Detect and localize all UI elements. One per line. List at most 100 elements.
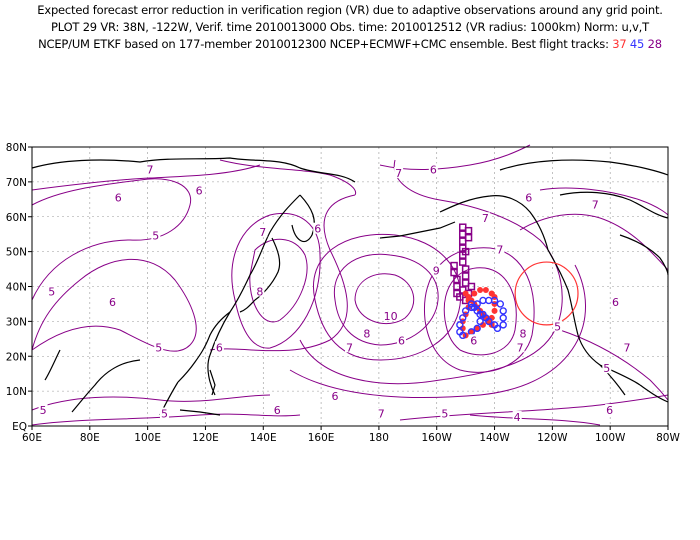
contour-label-bg <box>214 341 224 353</box>
x-tick-label: 80W <box>656 432 680 444</box>
x-tick-label: 120E <box>192 432 219 444</box>
x-tick-label: 80E <box>80 432 100 444</box>
contour-label-bg <box>469 334 479 346</box>
plot-subtitle: PLOT 29 VR: 38N, -122W, Verif. time 2010… <box>51 20 649 34</box>
track-c-marker <box>450 261 458 270</box>
x-tick-label: 120W <box>537 432 568 444</box>
description-text: NCEP/UM ETKF based on 177-member 2010012… <box>38 37 609 51</box>
y-tick-label: 50N <box>6 247 27 259</box>
contour-label: 6 <box>109 296 116 309</box>
track-b-marker <box>499 314 507 322</box>
track-a-marker <box>474 325 481 332</box>
plot-title: Expected forecast error reduction in ver… <box>37 3 663 17</box>
y-tick-label: 60N <box>6 212 27 224</box>
track-b-marker <box>459 314 467 322</box>
contour-label: 5 <box>152 230 159 243</box>
x-tick-label: 160W <box>422 432 453 444</box>
contour-label: 5 <box>603 362 610 375</box>
contour-label: 7 <box>259 226 266 239</box>
track-b-marker <box>461 307 470 315</box>
contour-label-bg <box>610 295 620 307</box>
track-c-marker <box>464 226 473 235</box>
verification-region-circle <box>514 261 579 326</box>
track-b-label: 45 <box>629 37 645 51</box>
contour-label-bg <box>431 264 441 276</box>
contour-label-bg <box>330 390 340 402</box>
contour-label-bg <box>151 229 161 241</box>
y-tick-label: 20N <box>6 351 27 363</box>
contour-label: 5 <box>441 408 448 421</box>
contour-label-bg <box>394 166 404 178</box>
contour-label-bg <box>313 222 323 234</box>
contour-label: 8 <box>363 327 370 340</box>
contour-label-bg <box>515 341 525 353</box>
contour-label-bg <box>512 411 522 423</box>
map-axes: 60E 80E 100E 120E 140E 160E 180 160W 140W 120W 100… <box>6 142 681 444</box>
x-tick-label: 160E <box>308 432 335 444</box>
track-b-marker <box>459 331 467 340</box>
contour-label: 7 <box>378 408 385 421</box>
contour-label-bg <box>47 285 57 297</box>
contour-label-bg <box>194 184 204 196</box>
y-tick-label: 10N <box>6 386 27 398</box>
y-tick-label: 70N <box>6 177 27 189</box>
track-c-marker <box>461 265 470 273</box>
plot-description: NCEP/UM ETKF based on 177-member 2010012… <box>0 36 700 52</box>
track-c-marker <box>453 289 461 298</box>
track-c-marker <box>458 258 467 266</box>
contour-label: 6 <box>612 296 619 309</box>
contour-label-bg <box>553 320 563 332</box>
contour-label: 9 <box>433 265 440 278</box>
contour-label: 6 <box>314 223 321 236</box>
contour-label: 6 <box>398 334 405 347</box>
contour-label: 5 <box>155 341 162 354</box>
track-b-marker <box>479 296 487 305</box>
contour-label: 7 <box>592 198 599 211</box>
y-tick-label: EQ <box>12 421 27 433</box>
track-a-label: 37 <box>612 37 627 51</box>
contour-label: 4 <box>514 411 521 424</box>
track-c-label: 28 <box>647 37 662 51</box>
track-b-marker <box>456 321 464 329</box>
x-tick-label: 100W <box>595 432 626 444</box>
contour-label: 10 <box>384 310 398 323</box>
contour-label-bg <box>154 341 164 353</box>
track-c-marker <box>450 268 458 277</box>
track-c-marker <box>461 247 470 256</box>
contour-label-bg <box>428 163 438 175</box>
track-b-marker <box>473 324 481 333</box>
track-c-marker <box>453 282 461 291</box>
lat-lon-grid <box>31 146 669 427</box>
contour-label: 7 <box>395 167 402 180</box>
track-b-marker <box>479 310 487 319</box>
contour-label-bg <box>524 191 534 203</box>
contour-label-bg <box>622 341 632 353</box>
contour-label-bg <box>397 334 407 346</box>
contour-label: 6 <box>332 390 339 403</box>
contour-label: 6 <box>274 404 281 417</box>
error-reduction-contours <box>31 144 669 426</box>
x-tick-label: 140W <box>479 432 510 444</box>
track-b-marker <box>485 317 493 326</box>
contour-label-bg <box>145 163 155 175</box>
track-c-marker <box>464 233 473 242</box>
track-a-marker <box>468 328 475 335</box>
track-b-marker <box>499 321 507 329</box>
track-b-marker <box>473 300 481 308</box>
contour-label-bg <box>107 295 117 307</box>
track-c-marker <box>461 272 470 280</box>
contour-label-bg <box>113 191 123 203</box>
flight-tracks <box>450 223 507 340</box>
contour-label: 6 <box>606 404 613 417</box>
x-tick-label: 180 <box>369 432 389 444</box>
contour-label-bg <box>255 285 265 297</box>
contour-label: 7 <box>624 341 631 354</box>
coastlines <box>31 157 669 416</box>
x-tick-label: 140E <box>250 432 277 444</box>
track-a-marker <box>477 286 484 293</box>
track-b-marker <box>476 310 484 319</box>
track-b-marker <box>467 303 476 312</box>
track-a-marker <box>471 290 478 297</box>
